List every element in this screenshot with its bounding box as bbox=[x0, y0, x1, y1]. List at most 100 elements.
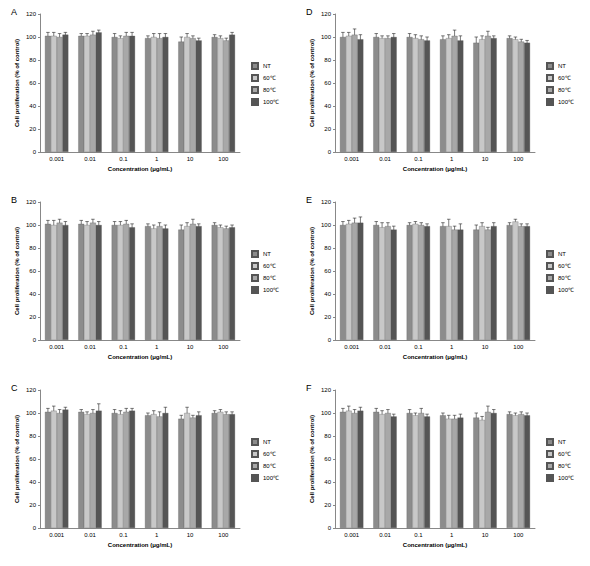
svg-text:20: 20 bbox=[324, 126, 331, 132]
svg-text:40: 40 bbox=[29, 103, 36, 109]
svg-text:NT: NT bbox=[263, 251, 271, 257]
svg-text:20: 20 bbox=[29, 126, 36, 132]
svg-text:1: 1 bbox=[155, 532, 159, 538]
svg-text:NT: NT bbox=[263, 439, 271, 445]
svg-text:100: 100 bbox=[26, 34, 37, 40]
svg-text:120: 120 bbox=[321, 11, 332, 17]
svg-text:20: 20 bbox=[29, 314, 36, 320]
svg-text:B: B bbox=[11, 195, 17, 205]
svg-text:1: 1 bbox=[450, 532, 454, 538]
svg-text:0: 0 bbox=[328, 525, 332, 531]
svg-text:60: 60 bbox=[29, 80, 36, 86]
svg-text:40: 40 bbox=[29, 291, 36, 297]
svg-text:0.1: 0.1 bbox=[119, 156, 128, 162]
svg-text:80℃: 80℃ bbox=[558, 463, 571, 469]
svg-text:0: 0 bbox=[328, 149, 332, 155]
svg-text:60: 60 bbox=[29, 456, 36, 462]
svg-text:60℃: 60℃ bbox=[263, 451, 276, 457]
svg-text:NT: NT bbox=[558, 63, 566, 69]
svg-text:0.1: 0.1 bbox=[414, 156, 423, 162]
svg-text:0: 0 bbox=[33, 149, 37, 155]
svg-text:60℃: 60℃ bbox=[263, 75, 276, 81]
svg-text:60℃: 60℃ bbox=[558, 75, 571, 81]
svg-text:1: 1 bbox=[155, 344, 159, 350]
svg-text:60: 60 bbox=[324, 80, 331, 86]
svg-text:20: 20 bbox=[29, 502, 36, 508]
svg-text:0.001: 0.001 bbox=[49, 532, 65, 538]
svg-text:120: 120 bbox=[26, 11, 37, 17]
svg-text:100: 100 bbox=[218, 532, 229, 538]
svg-text:Concentration (μg/mL): Concentration (μg/mL) bbox=[403, 542, 467, 548]
svg-text:100: 100 bbox=[26, 410, 37, 416]
svg-text:100℃: 100℃ bbox=[558, 99, 574, 105]
svg-text:10: 10 bbox=[187, 156, 194, 162]
svg-text:80℃: 80℃ bbox=[263, 87, 276, 93]
svg-text:120: 120 bbox=[26, 387, 37, 393]
svg-text:1: 1 bbox=[450, 156, 454, 162]
svg-text:10: 10 bbox=[482, 532, 489, 538]
svg-text:80℃: 80℃ bbox=[263, 463, 276, 469]
svg-text:60℃: 60℃ bbox=[558, 451, 571, 457]
svg-text:Concentration (μg/mL): Concentration (μg/mL) bbox=[108, 542, 172, 548]
svg-text:60℃: 60℃ bbox=[263, 263, 276, 269]
svg-text:10: 10 bbox=[482, 156, 489, 162]
svg-text:0.01: 0.01 bbox=[84, 156, 96, 162]
svg-text:0.001: 0.001 bbox=[49, 344, 65, 350]
svg-text:Cell proliferation (% of contr: Cell proliferation (% of control) bbox=[309, 415, 315, 503]
svg-text:NT: NT bbox=[263, 63, 271, 69]
svg-text:80: 80 bbox=[29, 57, 36, 63]
svg-text:60: 60 bbox=[324, 268, 331, 274]
svg-text:1: 1 bbox=[450, 344, 454, 350]
svg-text:60: 60 bbox=[324, 456, 331, 462]
svg-text:120: 120 bbox=[321, 387, 332, 393]
svg-text:40: 40 bbox=[29, 479, 36, 485]
svg-text:100℃: 100℃ bbox=[263, 475, 279, 481]
svg-text:Cell proliferation (% of contr: Cell proliferation (% of control) bbox=[14, 227, 20, 315]
svg-text:80: 80 bbox=[324, 57, 331, 63]
svg-text:NT: NT bbox=[558, 439, 566, 445]
svg-text:80: 80 bbox=[324, 433, 331, 439]
svg-text:40: 40 bbox=[324, 479, 331, 485]
svg-text:120: 120 bbox=[321, 199, 332, 205]
svg-text:0: 0 bbox=[33, 337, 37, 343]
svg-text:100: 100 bbox=[321, 410, 332, 416]
svg-text:80: 80 bbox=[29, 245, 36, 251]
svg-text:Cell proliferation (% of contr: Cell proliferation (% of control) bbox=[309, 39, 315, 127]
svg-text:100: 100 bbox=[513, 156, 524, 162]
svg-text:F: F bbox=[306, 383, 312, 393]
svg-text:20: 20 bbox=[324, 502, 331, 508]
svg-text:60: 60 bbox=[29, 268, 36, 274]
svg-text:100: 100 bbox=[513, 532, 524, 538]
svg-text:0: 0 bbox=[328, 337, 332, 343]
svg-text:0.001: 0.001 bbox=[344, 156, 360, 162]
svg-text:D: D bbox=[306, 7, 313, 17]
svg-text:40: 40 bbox=[324, 291, 331, 297]
svg-text:A: A bbox=[11, 7, 17, 17]
svg-text:0.01: 0.01 bbox=[379, 532, 391, 538]
svg-text:10: 10 bbox=[482, 344, 489, 350]
svg-text:100: 100 bbox=[218, 344, 229, 350]
svg-text:Concentration (μg/mL): Concentration (μg/mL) bbox=[108, 354, 172, 360]
svg-text:10: 10 bbox=[187, 532, 194, 538]
svg-text:C: C bbox=[11, 383, 18, 393]
svg-text:100: 100 bbox=[218, 156, 229, 162]
svg-text:80℃: 80℃ bbox=[558, 87, 571, 93]
svg-text:NT: NT bbox=[558, 251, 566, 257]
svg-text:E: E bbox=[306, 195, 312, 205]
svg-text:20: 20 bbox=[324, 314, 331, 320]
svg-text:80: 80 bbox=[324, 245, 331, 251]
svg-text:1: 1 bbox=[155, 156, 159, 162]
svg-text:0.1: 0.1 bbox=[119, 532, 128, 538]
svg-text:100℃: 100℃ bbox=[558, 287, 574, 293]
svg-text:0.01: 0.01 bbox=[379, 156, 391, 162]
svg-text:100: 100 bbox=[26, 222, 37, 228]
svg-text:40: 40 bbox=[324, 103, 331, 109]
svg-text:100: 100 bbox=[513, 344, 524, 350]
svg-text:10: 10 bbox=[187, 344, 194, 350]
svg-text:100℃: 100℃ bbox=[558, 475, 574, 481]
svg-text:0.001: 0.001 bbox=[49, 156, 65, 162]
svg-text:0.1: 0.1 bbox=[414, 532, 423, 538]
svg-text:Cell proliferation (% of contr: Cell proliferation (% of control) bbox=[309, 227, 315, 315]
svg-text:100: 100 bbox=[321, 222, 332, 228]
svg-text:100℃: 100℃ bbox=[263, 99, 279, 105]
